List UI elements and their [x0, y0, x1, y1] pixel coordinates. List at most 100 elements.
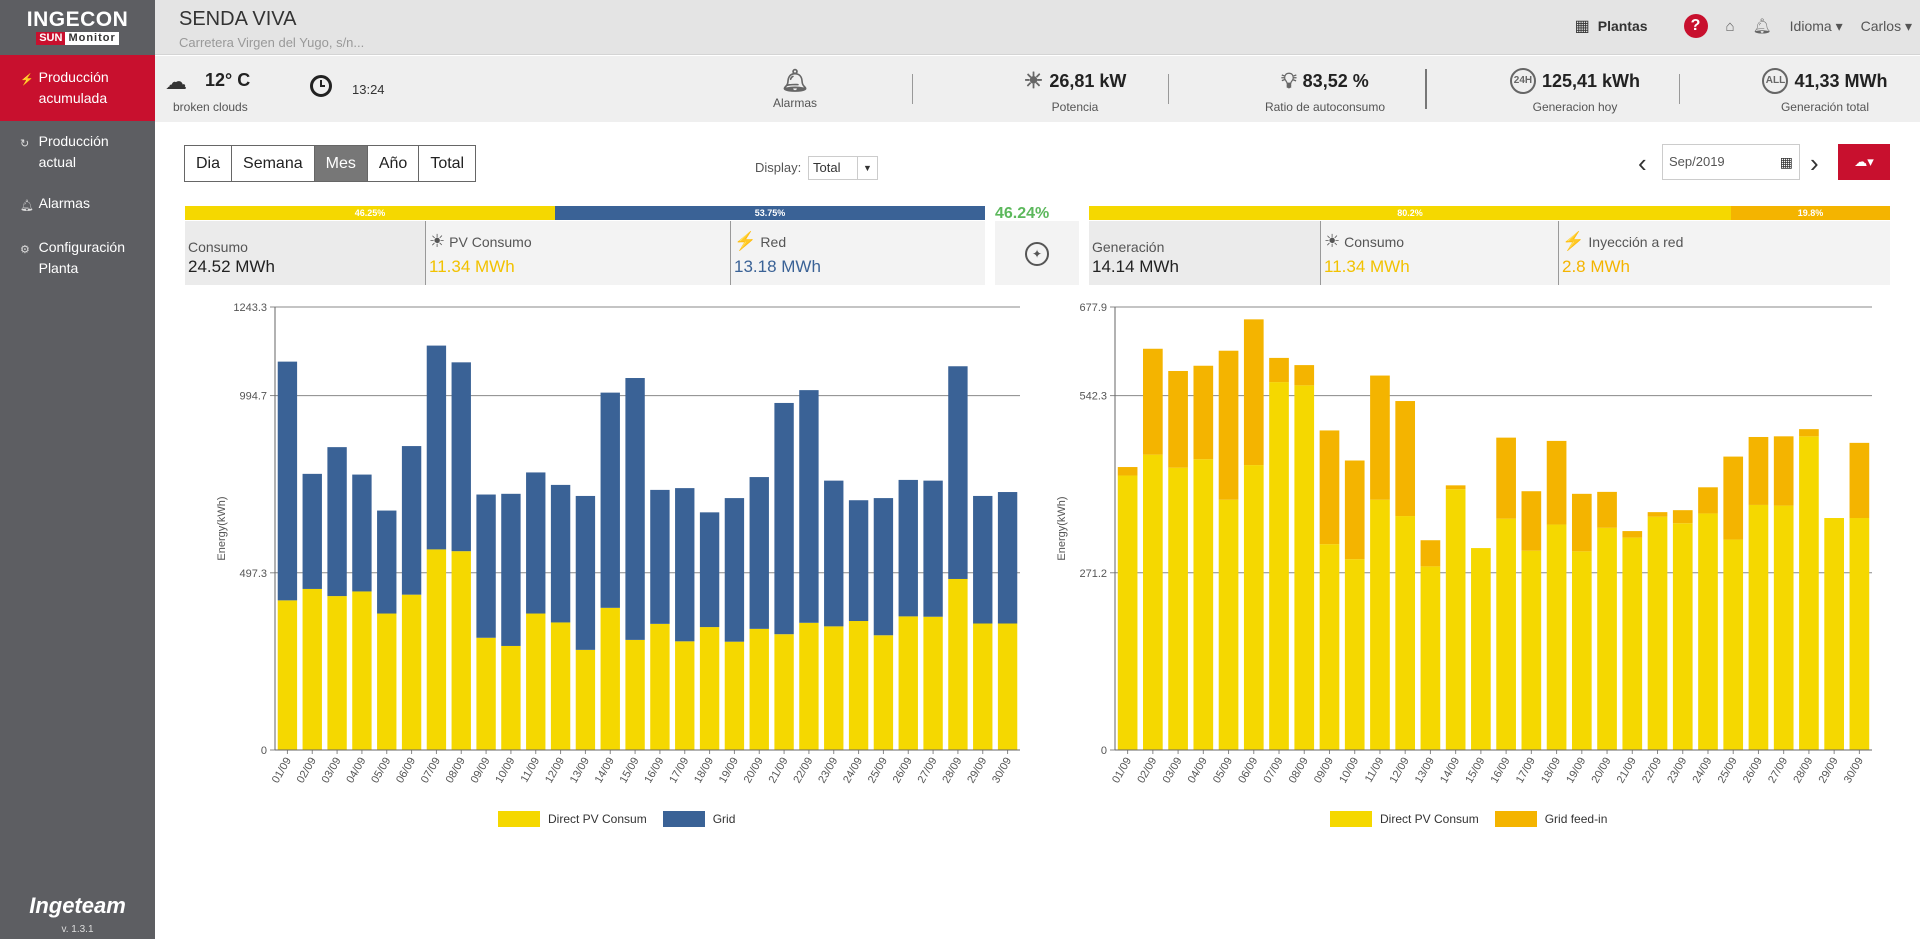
- inyeccion-value: 2.8 MWh: [1562, 257, 1631, 276]
- bar-segment-pv: [948, 578, 968, 750]
- power-value: 26,81 kW: [1049, 70, 1127, 91]
- sidebar-item-produccion-acumulada[interactable]: ⚡ Producción acumulada: [0, 55, 155, 121]
- period-ano-button[interactable]: Año: [366, 145, 420, 182]
- divider: [1425, 69, 1427, 109]
- today-generation-value: 125,41 kWh: [1541, 70, 1641, 91]
- bar-segment-pv: [575, 649, 596, 750]
- bar-segment-grid: [401, 446, 422, 595]
- bar-segment-pv: [1218, 499, 1239, 750]
- bar-segment-pv: [377, 613, 397, 750]
- consumption-share-bar: 80.2%: [1089, 206, 1731, 220]
- bar-segment-pv: [675, 641, 695, 750]
- x-tick-label: 09/09: [1312, 756, 1336, 786]
- bar-segment-pv: [650, 623, 670, 750]
- home-icon[interactable]: ⌂: [1725, 17, 1735, 35]
- consumo-label: Consumo: [188, 239, 248, 255]
- period-dia-button[interactable]: Dia: [184, 145, 233, 182]
- x-tick-label: 08/09: [444, 756, 468, 786]
- download-button[interactable]: ☁▾: [1838, 144, 1890, 180]
- calendar-icon[interactable]: ▦: [1779, 154, 1793, 170]
- bar-segment-feedin: [1849, 442, 1870, 519]
- bar-segment-pv: [1168, 467, 1188, 750]
- legend-swatch: [1330, 811, 1372, 827]
- lightbulb-icon: ✦: [1025, 242, 1049, 266]
- all-icon: ALL: [1762, 68, 1789, 94]
- bar-segment-pv: [1748, 504, 1769, 750]
- bar-segment-pv: [1445, 489, 1466, 750]
- x-tick-label: 13/09: [1413, 756, 1437, 786]
- sidebar-item-configuracion[interactable]: ⚙ Configuración Planta: [0, 227, 155, 289]
- sidebar-item-alarmas[interactable]: 🔔︎ Alarmas: [0, 183, 155, 227]
- bar-segment-pv: [1622, 537, 1643, 750]
- bar-segment-pv: [1799, 436, 1819, 750]
- period-total-button[interactable]: Total: [418, 145, 477, 182]
- cloud-icon: ☁: [165, 69, 187, 94]
- current-time: 13:24: [352, 82, 385, 97]
- x-tick-label: 25/09: [1716, 756, 1740, 786]
- bar-segment-pv: [1571, 551, 1592, 750]
- total-generation-value: 41,33 MWh: [1794, 70, 1888, 91]
- x-tick-label: 21/09: [1615, 756, 1639, 786]
- period-semana-button[interactable]: Semana: [231, 145, 315, 182]
- bar-segment-pv: [550, 622, 571, 750]
- bar-segment-feedin: [1521, 491, 1542, 551]
- next-period-button[interactable]: ›: [1810, 148, 1819, 178]
- bar-segment-grid: [948, 366, 968, 579]
- divider: [1679, 74, 1680, 104]
- sidebar-item-produccion-actual[interactable]: ↻ Producción actual: [0, 121, 155, 183]
- chevron-down-icon: ▼: [857, 157, 877, 179]
- version-label: v. 1.3.1: [61, 924, 94, 935]
- logo-monitor: Monitor: [65, 32, 119, 45]
- bar-segment-feedin: [1395, 401, 1416, 517]
- y-tick-label: 1243.3: [233, 302, 267, 314]
- date-picker-input[interactable]: Sep/2019 ▦: [1662, 144, 1800, 180]
- ingecon-logo[interactable]: INGECON SUN Monitor: [0, 0, 155, 55]
- legend-label: Direct PV Consum: [548, 812, 647, 826]
- bar-segment-grid: [973, 495, 993, 624]
- bar-segment-feedin: [1597, 491, 1617, 528]
- generation-chart: 0 271.2 542.3 677.9 Energy(kWh) 01/09 02/09 03/…: [1056, 302, 1872, 786]
- bar-segment-grid: [476, 494, 496, 638]
- x-tick-label: 11/09: [1363, 756, 1387, 785]
- grid-icon[interactable]: ▦: [1574, 18, 1590, 35]
- period-mes-button[interactable]: Mes: [313, 145, 368, 182]
- generacion-label: Generación: [1092, 239, 1165, 255]
- bar-segment-grid: [923, 480, 943, 617]
- x-tick-label: 11/09: [519, 756, 543, 785]
- x-tick-label: 01/09: [270, 756, 294, 786]
- bar-segment-pv: [1193, 459, 1214, 750]
- power-label: Potencia: [1051, 100, 1099, 114]
- bar-segment-pv: [426, 549, 447, 750]
- previous-period-button[interactable]: ‹: [1638, 148, 1647, 178]
- bar-segment-pv: [699, 627, 720, 750]
- x-tick-label: 17/09: [667, 756, 691, 786]
- bar-segment-pv: [1824, 518, 1844, 750]
- plantas-link[interactable]: Plantas: [1597, 18, 1648, 34]
- bar-segment-pv: [1143, 454, 1163, 750]
- bar-segment-feedin: [1672, 510, 1693, 524]
- bar-segment-feedin: [1294, 365, 1315, 386]
- bar-segment-pv: [625, 639, 645, 750]
- x-tick-label: 09/09: [469, 756, 493, 786]
- bell-icon[interactable]: 🔔︎: [1752, 18, 1772, 35]
- x-tick-label: 14/09: [593, 756, 617, 786]
- alarms-label: Alarmas: [772, 96, 817, 110]
- x-tick-label: 20/09: [742, 756, 766, 786]
- bar-segment-pv: [1546, 524, 1567, 750]
- bar-segment-grid: [302, 473, 322, 589]
- alarms-kpi[interactable]: 🔔︎ Alarmas: [735, 56, 855, 122]
- bar-segment-grid: [799, 390, 819, 623]
- x-tick-label: 27/09: [1766, 756, 1790, 786]
- sidebar-item-label: Producción actual: [38, 133, 109, 170]
- language-dropdown[interactable]: Idioma ▾: [1789, 17, 1843, 34]
- bar-segment-feedin: [1496, 437, 1516, 519]
- power-tower-icon: ⚡: [1562, 231, 1585, 251]
- x-tick-label: 25/09: [866, 756, 890, 786]
- help-icon[interactable]: ?: [1683, 14, 1708, 38]
- x-tick-label: 15/09: [618, 756, 642, 786]
- bar-segment-feedin: [1723, 456, 1744, 540]
- selfconsumption-percent: 46.24%: [995, 205, 1050, 222]
- x-tick-label: 19/09: [1564, 756, 1588, 786]
- user-dropdown[interactable]: Carlos ▾: [1860, 17, 1912, 34]
- display-select[interactable]: Total ▼: [808, 156, 878, 180]
